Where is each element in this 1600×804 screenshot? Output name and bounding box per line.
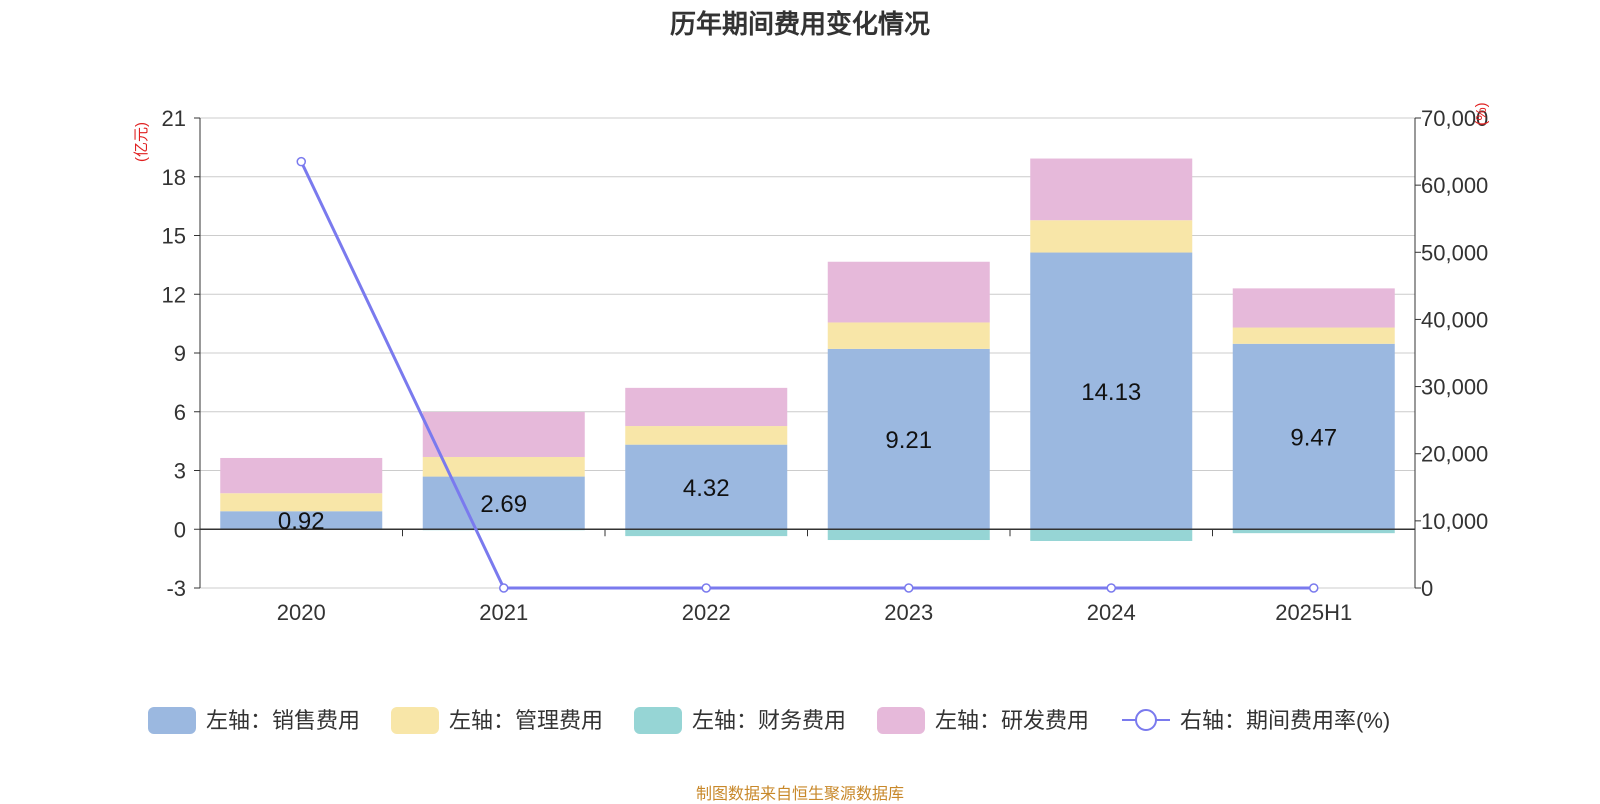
x-tick-label: 2025H1 (1275, 600, 1352, 625)
left-axis-unit: (亿元) (133, 122, 150, 162)
bar-左轴财务费用-2025H1 (1232, 529, 1395, 534)
bar-左轴研发费用-2023 (827, 261, 990, 323)
left-tick-label: 21 (162, 106, 186, 131)
rate-point (1309, 583, 1319, 593)
legend-swatch (634, 707, 682, 734)
bar-value-label: 2.69 (480, 491, 527, 518)
x-tick-label: 2023 (884, 600, 933, 625)
bar-左轴销售费用-2024 (1030, 252, 1193, 530)
bar-左轴财务费用-2024 (1030, 529, 1193, 541)
bar-左轴研发费用-2024 (1030, 158, 1193, 221)
chart-title: 历年期间费用变化情况 (669, 9, 930, 39)
bar-labels: 0.92 2.69 4.32 9.21 14.13 9.47 (278, 379, 1337, 535)
rate-point (904, 583, 914, 593)
bar-左轴管理费用-2020 (220, 493, 383, 512)
axes: -3 0 3 6 9 12 15 18 21 0 10,000 20,000 30,000 40,000 5… (133, 102, 1490, 625)
right-axis-unit: (%) (1473, 102, 1490, 125)
bar-左轴销售费用-2025H1 (1232, 343, 1395, 530)
right-tick-label: 70,000 (1421, 106, 1488, 131)
left-tick-label: 0 (174, 517, 186, 542)
bar-value-label: 4.32 (683, 475, 730, 502)
left-tick-label: -3 (166, 576, 186, 601)
rate-point (1106, 583, 1116, 593)
bar-左轴销售费用-2021 (422, 476, 585, 530)
bar-左轴研发费用-2021 (422, 411, 585, 457)
bar-value-label: 0.92 (278, 508, 325, 535)
left-tick-label: 12 (162, 282, 186, 307)
left-tick-label: 15 (162, 224, 186, 249)
right-tick-label: 30,000 (1421, 375, 1488, 400)
x-tick-label: 2021 (479, 600, 528, 625)
bar-value-label: 9.47 (1290, 425, 1337, 452)
bar-左轴管理费用-2023 (827, 322, 990, 349)
left-tick-label: 3 (174, 459, 186, 484)
right-tick-label: 40,000 (1421, 307, 1488, 332)
rate-point (499, 583, 509, 593)
right-tick-label: 60,000 (1421, 173, 1488, 198)
bar-左轴管理费用-2024 (1030, 220, 1193, 253)
rate-line (299, 160, 1314, 590)
bar-左轴管理费用-2025H1 (1232, 327, 1395, 344)
rate-point (296, 156, 306, 167)
rate-point (701, 583, 711, 593)
bar-value-label: 9.21 (885, 427, 932, 454)
legend-marker (1135, 709, 1157, 731)
right-tick-label: 0 (1421, 576, 1433, 601)
legend: 左轴：销售费用 左轴：管理费用 左轴：财务费用 左轴：研发费用 右轴：期间费用率(%) (148, 707, 1390, 734)
bar-左轴管理费用-2022 (625, 426, 788, 445)
bar-左轴销售费用-2022 (625, 444, 788, 530)
right-tick-label: 10,000 (1421, 509, 1488, 534)
legend-label: 左轴：研发费用 (935, 708, 1089, 733)
legend-swatch (391, 707, 439, 734)
legend-swatch (148, 707, 196, 734)
left-tick-label: 9 (174, 341, 186, 366)
bar-value-label: 14.13 (1081, 379, 1141, 406)
x-tick-label: 2020 (277, 600, 326, 625)
rate-line-group (296, 156, 1319, 593)
bar-左轴销售费用-2020 (220, 511, 383, 530)
legend-label: 左轴：管理费用 (449, 708, 603, 733)
bar-group (220, 158, 1395, 541)
bar-左轴财务费用-2022 (625, 529, 788, 537)
x-tick-label: 2022 (682, 600, 731, 625)
bar-左轴财务费用-2023 (827, 529, 990, 541)
bar-左轴研发费用-2020 (220, 457, 383, 494)
bar-左轴销售费用-2023 (827, 348, 990, 530)
legend-label: 左轴：销售费用 (206, 708, 360, 733)
right-tick-label: 50,000 (1421, 240, 1488, 265)
legend-label: 右轴：期间费用率(%) (1180, 708, 1390, 733)
bar-左轴研发费用-2025H1 (1232, 288, 1395, 328)
left-tick-label: 18 (162, 165, 186, 190)
legend-swatch (877, 707, 925, 734)
right-tick-label: 20,000 (1421, 442, 1488, 467)
left-tick-label: 6 (174, 400, 186, 425)
source-note: 制图数据来自恒生聚源数据库 (695, 786, 904, 803)
legend-label: 左轴：财务费用 (692, 708, 846, 733)
x-tick-label: 2024 (1087, 600, 1136, 625)
bar-左轴管理费用-2021 (422, 456, 585, 477)
bar-左轴研发费用-2022 (625, 387, 788, 427)
